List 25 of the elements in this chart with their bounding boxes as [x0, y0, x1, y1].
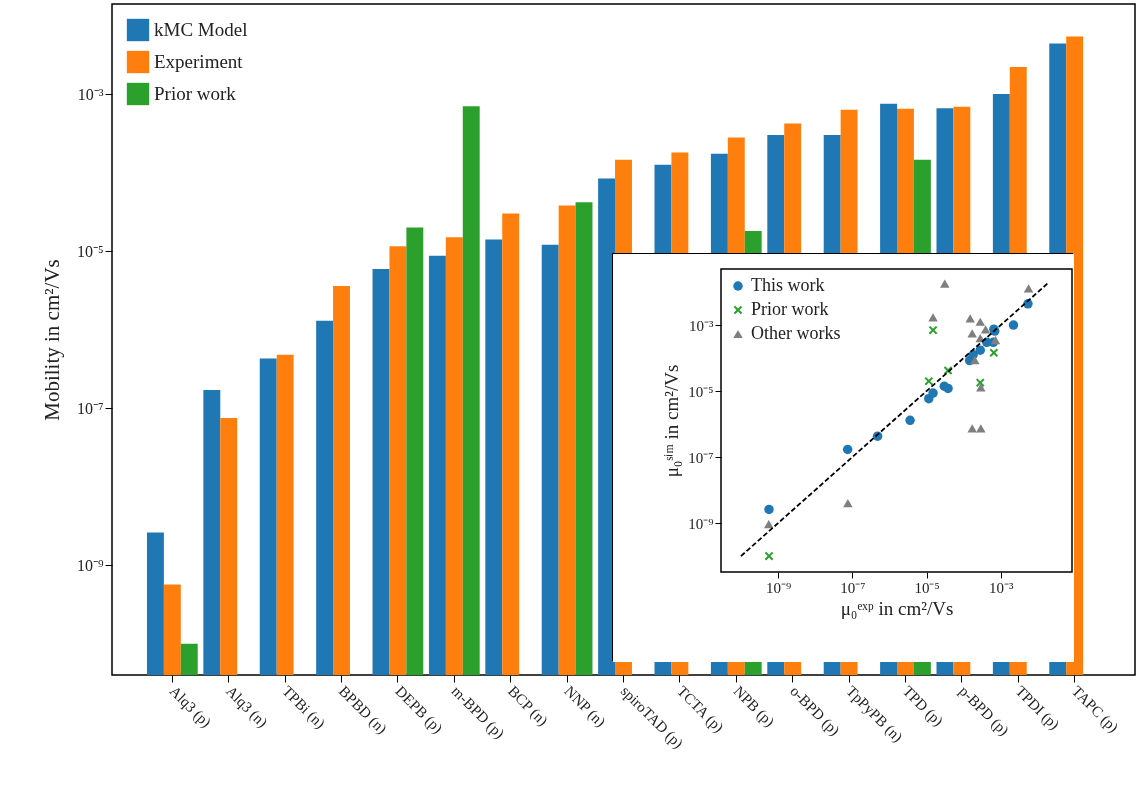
x-tick-label: 10⁻³ — [989, 579, 1015, 596]
y-axis-title: Mobility in cm²/Vs — [39, 259, 64, 421]
y-tick-label: 10⁻⁷ — [688, 449, 714, 466]
y-tick-label: 10⁻³ — [689, 317, 714, 334]
legend-label: Other works — [751, 323, 841, 343]
x-tick-label: 10⁻⁷ — [840, 579, 866, 596]
x-axis-title: μ₀ᵉˣᵖ in cm²/Vs — [840, 597, 954, 619]
x-tick-label: 10⁻⁵ — [914, 579, 940, 596]
legend-label: This work — [751, 275, 825, 295]
x-tick-label: Alq3 (n) — [222, 682, 271, 732]
y-tick-label: 10⁻⁹ — [688, 515, 714, 532]
legend-label: kMC Model — [154, 19, 248, 40]
y-tick-label: 10⁻⁷ — [76, 399, 104, 417]
y-tick-label: 10⁻³ — [77, 85, 104, 103]
y-tick-label: 10⁻⁵ — [688, 383, 714, 400]
legend-label: Prior work — [751, 299, 829, 319]
x-tick-label: TPD (p) — [899, 682, 947, 730]
y-tick-label: 10⁻⁹ — [76, 556, 104, 574]
x-tick-label: Alq3 (p) — [165, 682, 215, 732]
y-axis-title: μ₀ˢⁱᵐ in cm²/Vs — [661, 364, 683, 478]
x-tick-label: 10⁻⁹ — [765, 579, 792, 596]
legend-label: Prior work — [154, 83, 237, 104]
x-tick-label: BCP (n) — [504, 682, 552, 730]
y-tick-label: 10⁻⁵ — [76, 242, 104, 260]
legend-label: Experiment — [154, 51, 244, 72]
